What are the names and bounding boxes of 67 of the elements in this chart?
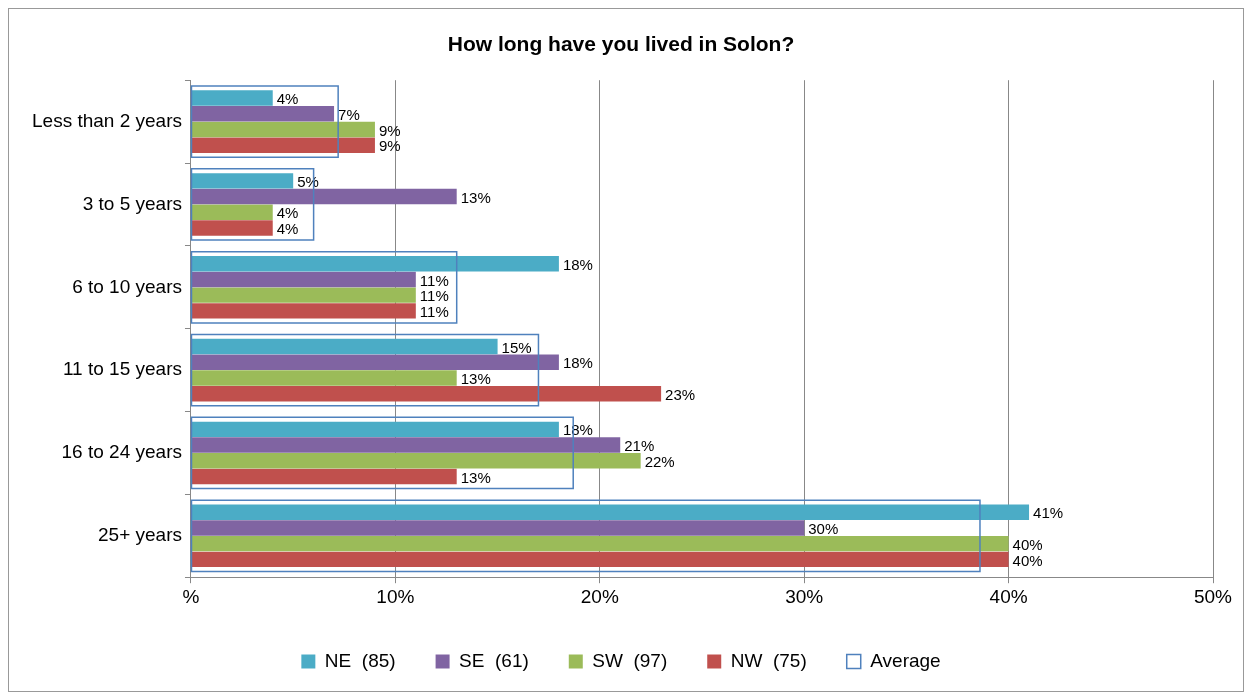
data-label: 13% — [460, 370, 491, 388]
data-label: 11% — [419, 287, 449, 305]
data-label: 41% — [1033, 504, 1064, 522]
bar — [191, 551, 1009, 568]
bar — [191, 271, 416, 288]
bar — [191, 173, 294, 189]
y-tick-label: 25+ years — [97, 524, 182, 546]
chart-title: How long have you lived in Solon? — [447, 32, 795, 56]
bar — [191, 468, 457, 485]
bar — [190, 333, 540, 407]
bar — [191, 188, 457, 205]
data-label: 18% — [562, 354, 593, 372]
bar — [191, 121, 375, 138]
bar — [190, 499, 981, 573]
bar — [191, 504, 1030, 520]
x-tick-label: 20% — [580, 585, 619, 607]
bar — [191, 106, 335, 122]
bar — [191, 204, 273, 221]
data-label: 22% — [644, 452, 675, 470]
legend-label: NE (85) — [324, 649, 396, 671]
data-label: 9% — [378, 121, 401, 139]
x-tick-label: 40% — [989, 585, 1028, 607]
bar — [191, 303, 416, 319]
legend-label: SE (61) — [459, 649, 529, 671]
data-label: 23% — [665, 385, 696, 403]
x-tick-label: 50% — [1193, 585, 1233, 607]
x-tick-label: 10% — [376, 585, 415, 607]
bar — [191, 520, 805, 536]
data-label: 21% — [624, 437, 655, 455]
bar — [190, 250, 458, 324]
data-label: 9% — [378, 137, 401, 155]
bar — [191, 255, 559, 272]
bar — [191, 421, 559, 438]
bar — [190, 85, 339, 158]
x-tick-label: 30% — [785, 585, 824, 607]
data-label: 40% — [1012, 535, 1043, 553]
legend-label: NW (75) — [730, 649, 807, 671]
data-label: 18% — [562, 255, 593, 273]
data-label: 30% — [808, 520, 839, 538]
bar — [191, 287, 416, 303]
y-tick-label: 6 to 10 years — [72, 275, 182, 297]
bar — [191, 354, 559, 370]
bar — [191, 370, 457, 386]
legend-label: SW (97) — [592, 649, 668, 671]
y-tick-label: Less than 2 years — [31, 109, 182, 131]
data-label: 13% — [460, 188, 491, 206]
data-label: 4% — [276, 204, 299, 222]
y-tick-label: 16 to 24 years — [61, 441, 182, 463]
bar — [191, 535, 1009, 552]
bar — [191, 386, 662, 402]
bar — [191, 338, 498, 355]
bar — [191, 437, 621, 453]
y-tick-label: 3 to 5 years — [82, 192, 182, 214]
data-label: 11% — [419, 271, 449, 289]
data-label: 15% — [501, 338, 532, 356]
data-label: 13% — [460, 468, 491, 486]
legend-label: Average — [870, 649, 941, 671]
bar — [191, 220, 273, 236]
bar — [191, 90, 273, 106]
data-label: 4% — [276, 220, 299, 238]
x-tick-label: % — [182, 585, 200, 607]
data-label: 4% — [276, 90, 299, 108]
y-tick-label: 11 to 15 years — [62, 358, 182, 380]
bar — [191, 137, 375, 153]
data-label: 11% — [419, 303, 449, 321]
data-label: 40% — [1012, 551, 1043, 569]
bar — [191, 453, 641, 469]
